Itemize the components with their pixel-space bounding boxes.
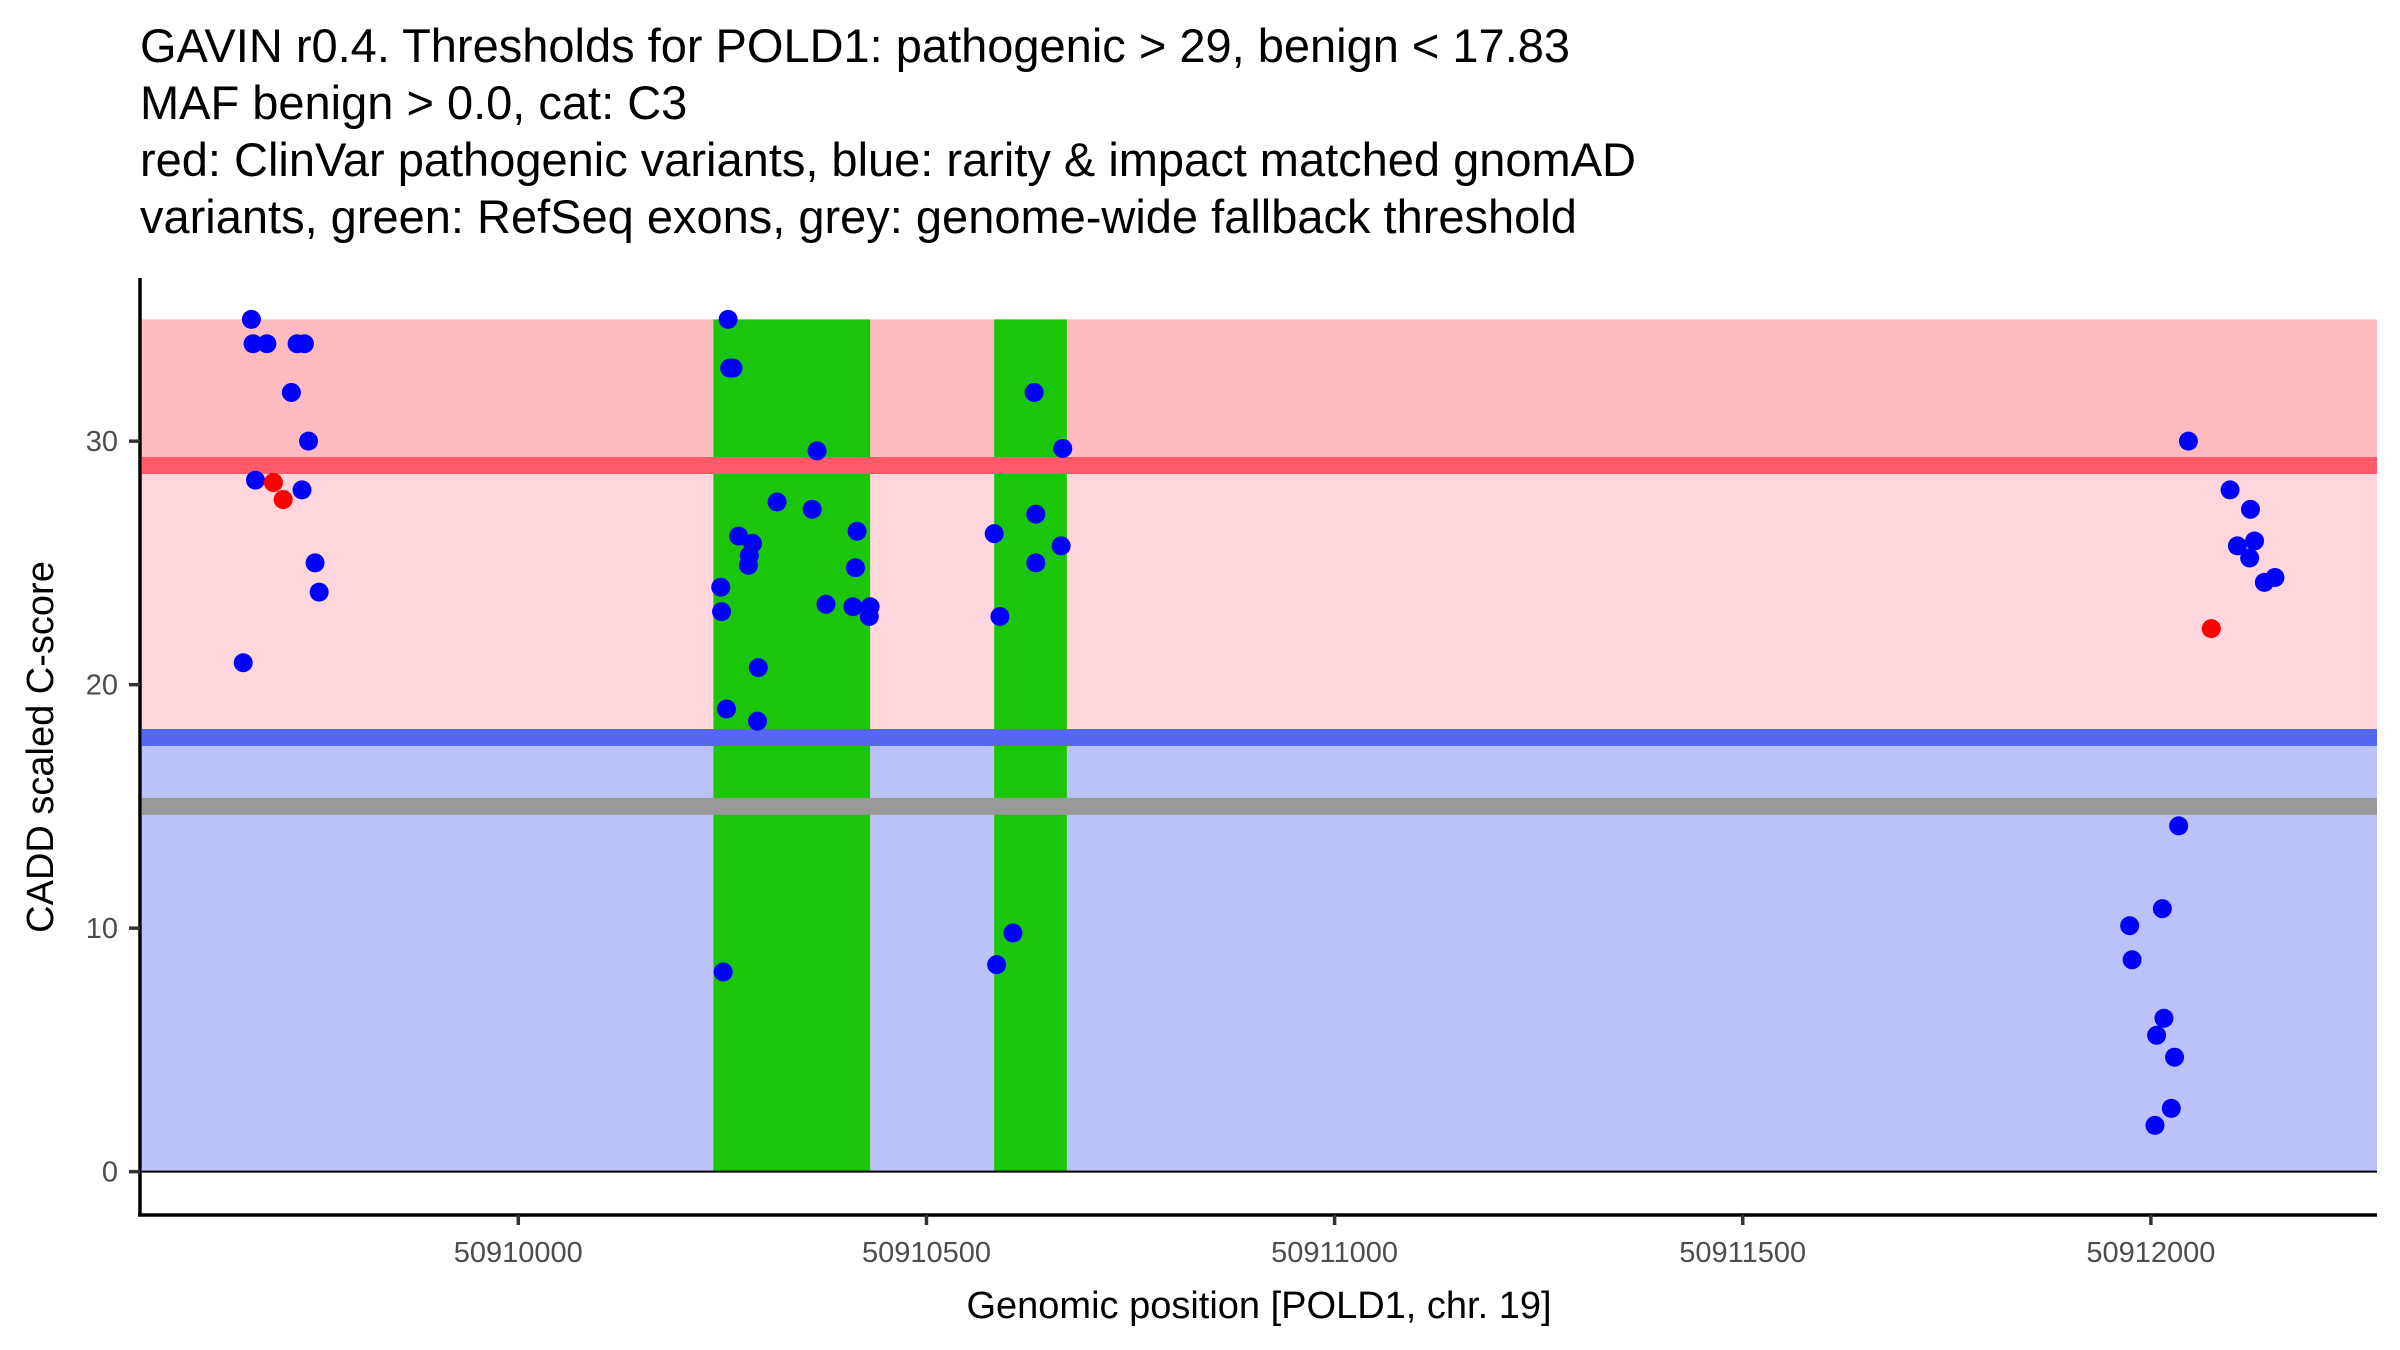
gnomad-point xyxy=(1026,553,1046,573)
gnomad-point xyxy=(711,577,731,597)
clinvar-point xyxy=(263,473,283,493)
threshold-lines xyxy=(142,456,2377,1173)
gnomad-point xyxy=(847,521,867,541)
gnomad-point xyxy=(1051,536,1071,556)
x-tick-label: 50910000 xyxy=(454,1237,583,1269)
gnomad-point xyxy=(2145,1115,2165,1135)
gnomad-point xyxy=(1026,504,1046,524)
gnomad-point xyxy=(233,653,253,673)
gnomad-point xyxy=(1053,438,1073,458)
gnomad-point xyxy=(2147,1025,2167,1045)
gnomad-point xyxy=(984,524,1004,544)
x-tick-label: 50911000 xyxy=(1271,1237,1398,1269)
gnomad-point xyxy=(807,441,827,461)
gnomad-point xyxy=(299,431,319,451)
gnomad-point xyxy=(1003,923,1023,943)
gnomad-point xyxy=(713,962,733,982)
gnomad-point xyxy=(245,470,265,490)
pathogenic-zone xyxy=(142,319,2377,466)
data-points xyxy=(233,309,2285,1135)
gnomad-point xyxy=(723,358,743,378)
chart-title: GAVIN r0.4. Thresholds for POLD1: pathog… xyxy=(140,19,1636,243)
gnomad-point xyxy=(2245,531,2265,551)
gnomad-point xyxy=(2169,816,2189,836)
y-ticks: 0 10 20 30 xyxy=(86,426,140,1189)
gnomad-point xyxy=(2122,950,2142,970)
gnomad-point xyxy=(241,309,261,329)
gnomad-point xyxy=(845,558,865,578)
gnomad-point xyxy=(802,499,822,519)
x-tick-label: 50911500 xyxy=(1679,1237,1806,1269)
gnomad-point xyxy=(990,606,1010,626)
gnomad-point xyxy=(2240,548,2260,568)
gnomad-point xyxy=(843,597,863,617)
x-tick-label: 50912000 xyxy=(2086,1237,2215,1269)
gnomad-point xyxy=(748,658,768,678)
y-axis-title: CADD scaled C-score xyxy=(20,561,62,933)
x-axis-title: Genomic position [POLD1, chr. 19] xyxy=(966,1285,1551,1327)
gnomad-point xyxy=(2120,916,2140,936)
x-ticks: 50910000 50910500 50911000 50911500 50912000 xyxy=(454,1215,2215,1269)
gnomad-point xyxy=(305,553,325,573)
axes: 50910000 50910500 50911000 50911500 50912000… xyxy=(86,278,2377,1269)
x-tick-label: 50910500 xyxy=(862,1237,991,1269)
gnomad-point xyxy=(987,955,1007,975)
gnomad-point xyxy=(2161,1098,2181,1118)
gnomad-point xyxy=(739,555,759,575)
gnomad-point xyxy=(747,711,767,731)
gnomad-point xyxy=(1024,382,1044,402)
gnomad-point xyxy=(292,480,312,500)
y-tick-label: 10 xyxy=(86,913,118,945)
gnomad-point xyxy=(243,334,263,354)
y-tick-label: 30 xyxy=(86,426,118,458)
gnomad-point xyxy=(309,582,329,602)
gnomad-point xyxy=(294,334,314,354)
gnomad-point xyxy=(2178,431,2198,451)
gnomad-point xyxy=(2220,480,2240,500)
gnomad-point xyxy=(2165,1047,2185,1067)
clinvar-point xyxy=(273,490,293,510)
gnomad-point xyxy=(257,334,277,354)
gnomad-point xyxy=(767,492,787,512)
gnomad-point xyxy=(859,606,879,626)
title-line-3: red: ClinVar pathogenic variants, blue: … xyxy=(140,133,1636,186)
title-line-2: MAF benign > 0.0, cat: C3 xyxy=(140,76,687,129)
gnomad-point xyxy=(2152,899,2172,919)
gnomad-point xyxy=(2227,536,2247,556)
title-line-1: GAVIN r0.4. Thresholds for POLD1: pathog… xyxy=(140,19,1570,72)
gnomad-point xyxy=(712,602,732,622)
title-line-4: variants, green: RefSeq exons, grey: gen… xyxy=(140,190,1577,243)
gnomad-point xyxy=(816,594,836,614)
clinvar-point xyxy=(2201,619,2221,639)
uncertain-zone xyxy=(142,465,2377,738)
gnomad-point xyxy=(2254,572,2274,592)
gnomad-point xyxy=(718,309,738,329)
gnomad-point xyxy=(281,382,301,402)
y-tick-label: 0 xyxy=(102,1157,118,1189)
gnomad-point xyxy=(716,699,736,719)
y-tick-label: 20 xyxy=(86,670,118,702)
gnomad-point xyxy=(2240,499,2260,519)
gnomad-point xyxy=(2154,1008,2174,1028)
